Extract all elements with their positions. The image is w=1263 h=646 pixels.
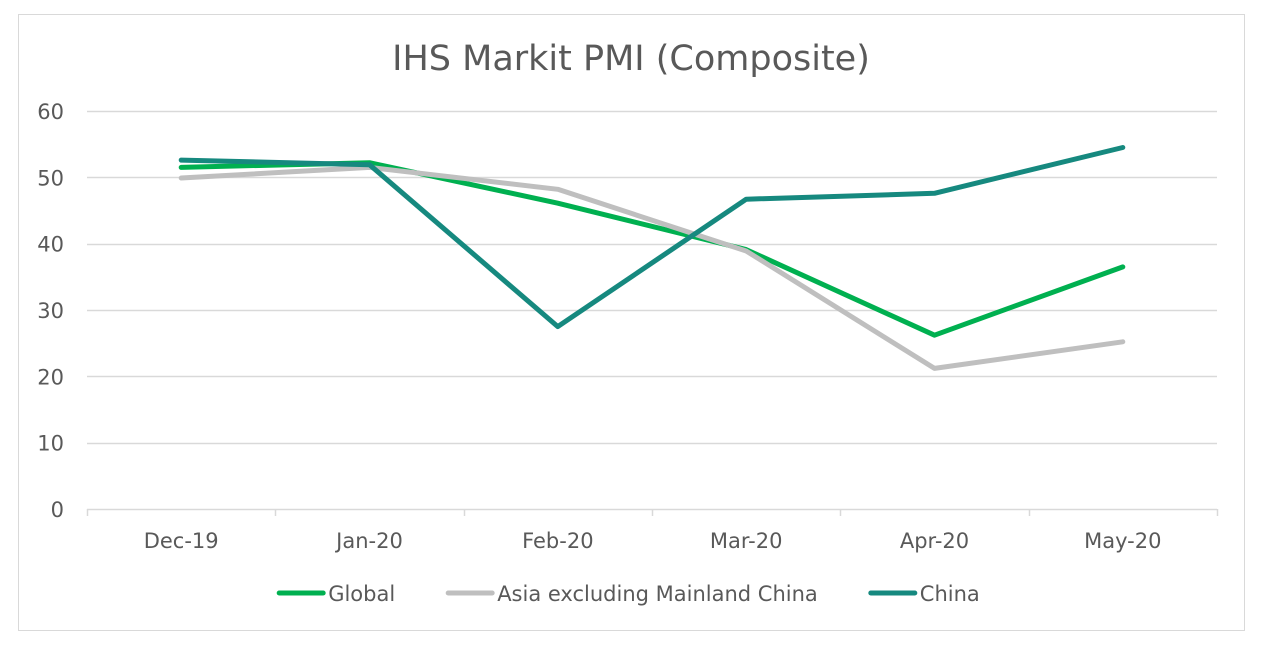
y-axis-ticks: 0 10 20 30 40 50 60 xyxy=(37,100,64,522)
legend-label-global: Global xyxy=(328,582,395,606)
x-tick-label: Feb-20 xyxy=(522,529,593,553)
series-line-china xyxy=(178,145,1126,330)
x-tick-label: Dec-19 xyxy=(144,529,219,553)
series-line-asia-excluding-mainland-china xyxy=(178,164,1126,371)
chart-title: IHS Markit PMI (Composite) xyxy=(392,39,870,79)
x-axis-ticks: Dec-19 Jan-20 Feb-20 Mar-20 Apr-20 May-20 xyxy=(144,529,1162,553)
y-tick-label: 50 xyxy=(37,166,64,190)
y-tick-label: 0 xyxy=(51,498,64,522)
y-tick-label: 20 xyxy=(37,365,64,389)
x-tick-label: Apr-20 xyxy=(900,529,969,553)
gridlines xyxy=(87,110,1217,445)
y-tick-label: 40 xyxy=(37,233,64,257)
legend-label-china: China xyxy=(920,582,980,606)
series-lines xyxy=(178,145,1126,371)
x-tick-label: Jan-20 xyxy=(334,529,403,553)
y-tick-label: 10 xyxy=(37,432,64,456)
chart-frame xyxy=(18,14,1245,631)
legend-label-asia-excluding-mainland-china: Asia excluding Mainland China xyxy=(497,582,818,606)
x-tick-label: May-20 xyxy=(1084,529,1161,553)
y-tick-label: 30 xyxy=(37,299,64,323)
x-tick-label: Mar-20 xyxy=(710,529,783,553)
y-tick-label: 60 xyxy=(37,100,64,124)
legend: Global Asia excluding Mainland China China xyxy=(276,582,980,606)
x-axis xyxy=(86,508,1219,516)
